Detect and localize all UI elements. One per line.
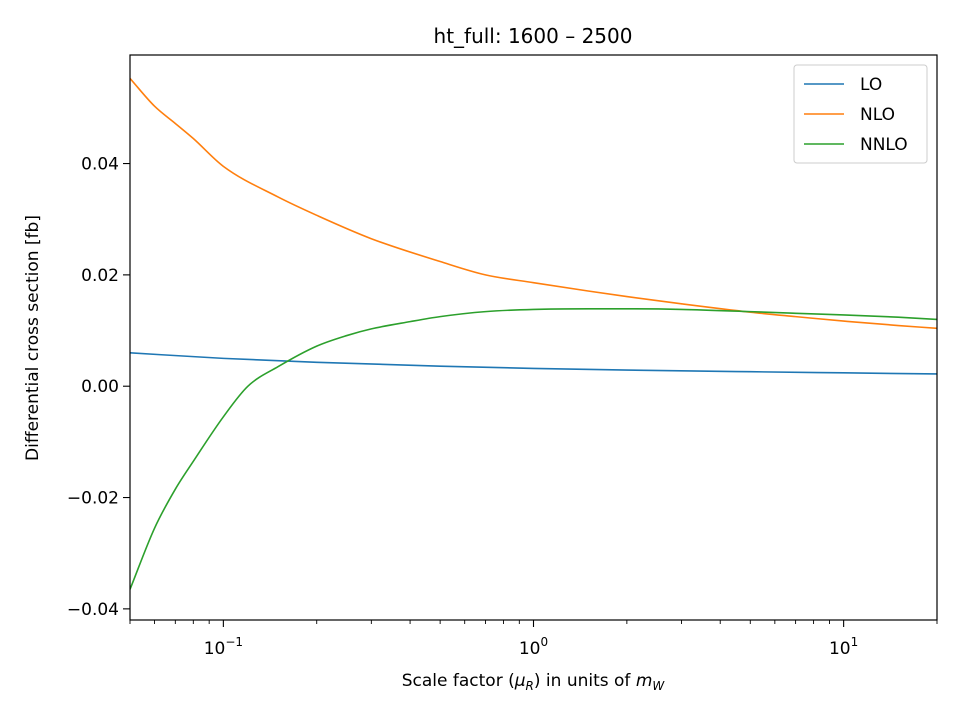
series-line-nlo	[130, 77, 937, 330]
legend-label-lo: LO	[860, 75, 882, 95]
y-tick-label: 0.04	[81, 155, 119, 175]
y-tick-label: 0.02	[81, 266, 119, 286]
series-line-lo	[130, 352, 937, 375]
y-tick-label: −0.02	[67, 489, 119, 509]
x-tick-label: 10−1	[204, 635, 243, 659]
y-tick-label: −0.04	[67, 600, 119, 620]
series-line-nnlo	[130, 308, 937, 590]
series-layer	[130, 77, 937, 590]
y-tick-label: 0.00	[81, 377, 119, 397]
y-axis-label: Differential cross section [fb]	[23, 215, 43, 461]
x-axis-label: Scale factor (μR) in units of mW	[402, 671, 666, 693]
x-axis-ticks: 10−1 100 101	[129, 620, 938, 659]
chart-title: ht_full: 1600 – 2500	[434, 24, 633, 48]
legend-label-nnlo: NNLO	[860, 135, 908, 155]
y-axis-ticks: −0.04 −0.02 0.00 0.02 0.04	[67, 155, 130, 620]
legend: LO NLO NNLO	[793, 64, 928, 164]
x-tick-label: 100	[519, 635, 548, 659]
x-tick-label: 101	[829, 635, 858, 659]
legend-label-nlo: NLO	[860, 105, 895, 125]
legend-box	[793, 64, 928, 164]
